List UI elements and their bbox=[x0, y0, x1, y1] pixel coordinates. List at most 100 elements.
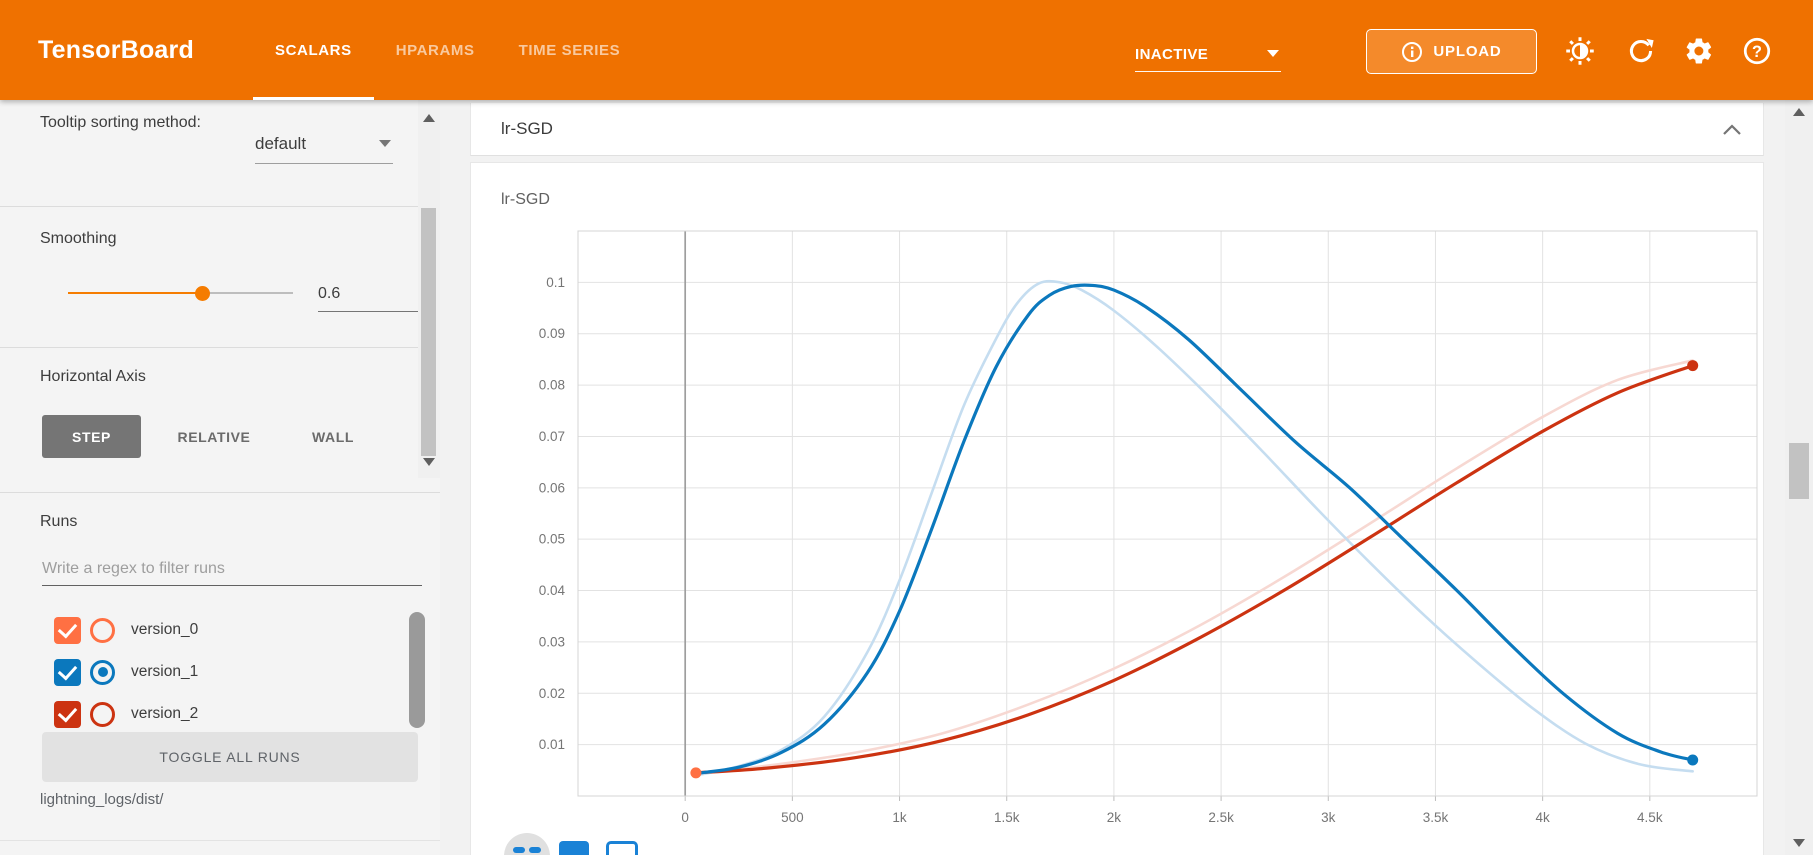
refresh-icon[interactable] bbox=[1624, 34, 1658, 68]
tooltip-sorting-label: Tooltip sorting method: bbox=[40, 114, 201, 131]
scalar-chart-card: lr-SGD 0 500 1k 1.5k 2k 2.5k 3k 3.5k 4k 4.5k 0.01 0… bbox=[470, 162, 1764, 855]
refresh-glyph bbox=[1629, 38, 1654, 63]
slider-thumb[interactable] bbox=[195, 286, 210, 301]
brightness-toggle-icon[interactable] bbox=[1563, 34, 1597, 68]
svg-text:4k: 4k bbox=[1536, 810, 1551, 825]
axis-relative-button[interactable]: RELATIVE bbox=[155, 415, 273, 458]
run-row-version-0[interactable]: version_0 bbox=[42, 609, 382, 651]
app-header: TensorBoard SCALARS HPARAMS TIME SERIES … bbox=[0, 0, 1813, 100]
tab-scalars[interactable]: SCALARS bbox=[253, 0, 374, 100]
run-row-version-1[interactable]: version_1 bbox=[42, 651, 382, 693]
divider bbox=[0, 347, 440, 348]
help-glyph: ? bbox=[1743, 37, 1771, 65]
svg-text:4.5k: 4.5k bbox=[1637, 810, 1663, 825]
endpoint-marker bbox=[1687, 754, 1699, 766]
dot-icon bbox=[513, 847, 525, 853]
svg-text:0.02: 0.02 bbox=[539, 686, 565, 701]
scroll-up-icon[interactable] bbox=[1793, 108, 1805, 116]
help-icon[interactable]: ? bbox=[1740, 34, 1774, 68]
svg-text:0.05: 0.05 bbox=[539, 532, 565, 547]
run-name: version_2 bbox=[131, 705, 199, 722]
smoothing-label: Smoothing bbox=[40, 230, 117, 247]
page-scrollbar[interactable] bbox=[1785, 100, 1813, 855]
axis-step-button[interactable]: STEP bbox=[42, 415, 141, 458]
gear-glyph bbox=[1686, 38, 1712, 64]
axis-tick-labels: 0 500 1k 1.5k 2k 2.5k 3k 3.5k 4k 4.5k 0.01 0.02 0.03… bbox=[539, 275, 1663, 825]
svg-text:?: ? bbox=[1752, 43, 1762, 61]
endpoint-marker bbox=[690, 767, 702, 779]
tab-bar: SCALARS HPARAMS TIME SERIES bbox=[253, 0, 642, 100]
run-name: version_1 bbox=[131, 663, 199, 680]
slider-fill bbox=[68, 292, 203, 294]
settings-gear-icon[interactable] bbox=[1682, 34, 1716, 68]
tooltip-sorting-select[interactable]: default bbox=[255, 124, 393, 164]
svg-text:0.07: 0.07 bbox=[539, 429, 565, 444]
run-radio[interactable] bbox=[90, 701, 115, 727]
tab-time-series[interactable]: TIME SERIES bbox=[518, 41, 621, 59]
series-original-version_0 / version_2 (overlapping) bbox=[694, 359, 1694, 775]
svg-text:0.09: 0.09 bbox=[539, 326, 565, 341]
endpoint-marker bbox=[1687, 360, 1699, 372]
horizontal-axis-label: Horizontal Axis bbox=[40, 368, 146, 385]
run-checkbox[interactable] bbox=[54, 700, 81, 728]
divider bbox=[0, 840, 440, 841]
svg-text:0: 0 bbox=[681, 810, 689, 825]
chevron-up-icon bbox=[1723, 124, 1741, 135]
run-radio[interactable] bbox=[90, 617, 115, 643]
toggle-all-runs-button[interactable]: TOGGLE ALL RUNS bbox=[42, 732, 418, 782]
runs-label: Runs bbox=[40, 513, 78, 530]
run-name: version_0 bbox=[131, 621, 199, 638]
svg-text:0.01: 0.01 bbox=[539, 737, 565, 752]
scalar-chart-svg[interactable]: 0 500 1k 1.5k 2k 2.5k 3k 3.5k 4k 4.5k 0.01 0.02 0.03… bbox=[471, 163, 1765, 855]
app-title: TensorBoard bbox=[38, 35, 194, 64]
plot-border bbox=[577, 230, 1758, 797]
brightness-glyph bbox=[1566, 37, 1594, 65]
sidebar-pane-scrollbar[interactable] bbox=[418, 100, 440, 478]
runs-scrollbar-thumb[interactable] bbox=[409, 612, 425, 728]
svg-text:0.03: 0.03 bbox=[539, 634, 565, 649]
series-original-version_1 bbox=[694, 279, 1694, 777]
svg-text:2.5k: 2.5k bbox=[1208, 810, 1234, 825]
run-checkbox[interactable] bbox=[54, 616, 81, 644]
chart-options-button[interactable] bbox=[504, 833, 550, 855]
scroll-up-icon[interactable] bbox=[423, 114, 435, 122]
tag-group-header[interactable]: lr-SGD bbox=[470, 103, 1764, 156]
svg-text:0.1: 0.1 bbox=[546, 275, 565, 290]
run-checkbox[interactable] bbox=[54, 658, 81, 686]
svg-text:500: 500 bbox=[781, 810, 804, 825]
svg-text:0.06: 0.06 bbox=[539, 480, 565, 495]
upload-button[interactable]: UPLOAD bbox=[1366, 29, 1537, 74]
series-smoothed-version_1 bbox=[694, 283, 1695, 775]
series-smoothed-version_0 / version_2 (overlapping) bbox=[694, 363, 1695, 775]
main-content: lr-SGD lr-SGD 0 500 1k 1.5k 2k 2.5k 3k 3.5k 4k 4.… bbox=[440, 100, 1785, 855]
run-row-version-2[interactable]: version_2 bbox=[42, 693, 382, 735]
fit-domain-button[interactable] bbox=[606, 841, 638, 855]
tab-hparams[interactable]: HPARAMS bbox=[395, 41, 475, 59]
scrollbar-thumb[interactable] bbox=[421, 208, 436, 456]
expand-chart-button[interactable] bbox=[559, 841, 589, 855]
data-status-dropdown[interactable]: INACTIVE bbox=[1135, 38, 1281, 72]
runs-filter-input[interactable] bbox=[42, 552, 422, 586]
svg-text:2k: 2k bbox=[1107, 810, 1122, 825]
smoothing-value-input[interactable] bbox=[318, 276, 425, 312]
run-radio[interactable] bbox=[90, 659, 115, 685]
divider bbox=[0, 206, 440, 207]
svg-text:1.5k: 1.5k bbox=[994, 810, 1020, 825]
divider bbox=[0, 492, 440, 493]
smoothing-slider[interactable] bbox=[68, 286, 293, 301]
scrollbar-thumb[interactable] bbox=[1789, 443, 1809, 499]
chart-title: lr-SGD bbox=[501, 191, 550, 208]
svg-text:3.5k: 3.5k bbox=[1423, 810, 1449, 825]
scroll-down-icon[interactable] bbox=[1793, 839, 1805, 847]
tag-group-title: lr-SGD bbox=[501, 119, 553, 138]
scroll-down-icon[interactable] bbox=[423, 458, 435, 466]
dot-icon bbox=[529, 847, 541, 853]
svg-text:0.04: 0.04 bbox=[539, 583, 566, 598]
gridlines bbox=[578, 231, 1757, 801]
info-circle-icon bbox=[1402, 41, 1423, 62]
collapse-group-button[interactable] bbox=[1719, 117, 1745, 143]
svg-text:3k: 3k bbox=[1321, 810, 1336, 825]
axis-wall-button[interactable]: WALL bbox=[290, 415, 376, 458]
settings-sidebar: Tooltip sorting method: default Smoothin… bbox=[0, 100, 440, 855]
